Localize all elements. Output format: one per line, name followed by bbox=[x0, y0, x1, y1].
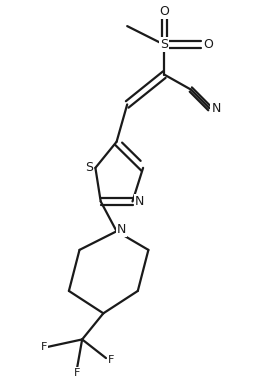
Text: O: O bbox=[159, 5, 169, 18]
Text: S: S bbox=[85, 161, 93, 174]
Text: F: F bbox=[108, 355, 114, 365]
Text: S: S bbox=[160, 38, 168, 51]
Text: N: N bbox=[134, 195, 144, 208]
Text: F: F bbox=[41, 342, 47, 352]
Text: F: F bbox=[74, 368, 80, 378]
Text: N: N bbox=[117, 223, 127, 236]
Text: O: O bbox=[203, 38, 213, 51]
Text: N: N bbox=[211, 102, 221, 115]
